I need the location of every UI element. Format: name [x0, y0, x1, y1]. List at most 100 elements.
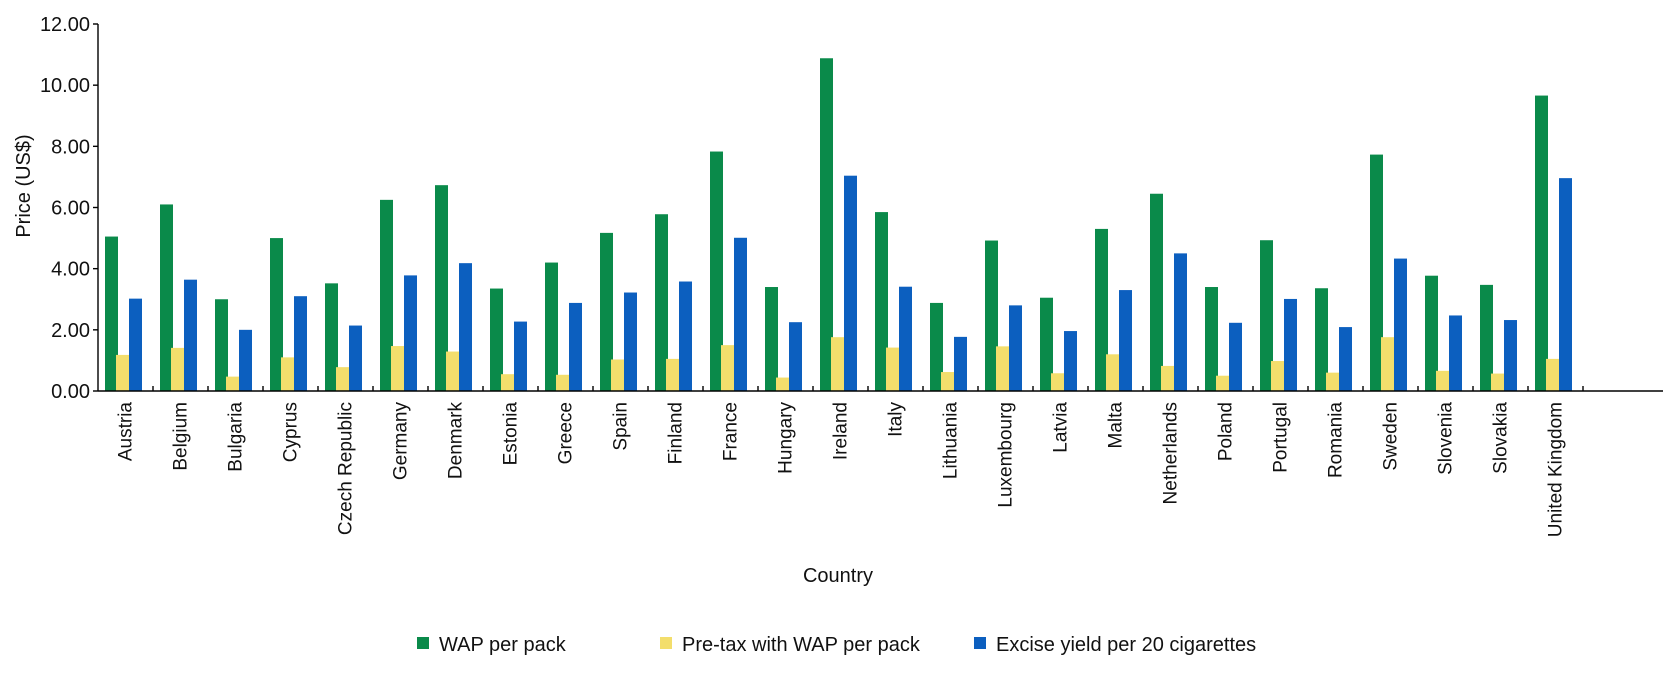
bar-excise-yield-per-20-cigarettes-belgium: [184, 279, 197, 391]
legend-swatch: [660, 637, 672, 649]
bar-pre-tax-with-wap-per-pack-bulgaria: [226, 376, 239, 391]
bar-excise-yield-per-20-cigarettes-netherlands: [1174, 253, 1187, 391]
bar-excise-yield-per-20-cigarettes-slovenia: [1449, 315, 1462, 391]
x-tick-label: Italy: [886, 402, 907, 437]
bar-pre-tax-with-wap-per-pack-lithuania: [941, 372, 954, 391]
x-tick-label: Spain: [611, 402, 632, 451]
legend-label: Excise yield per 20 cigarettes: [996, 634, 1256, 656]
x-tick-label: Luxembourg: [996, 402, 1017, 508]
bar-excise-yield-per-20-cigarettes-hungary: [789, 322, 802, 391]
x-tick-label: Malta: [1106, 402, 1127, 449]
bar-wap-per-pack-sweden: [1370, 154, 1383, 391]
bar-excise-yield-per-20-cigarettes-germany: [404, 275, 417, 391]
bar-excise-yield-per-20-cigarettes-portugal: [1284, 298, 1297, 391]
bar-wap-per-pack-slovakia: [1480, 284, 1493, 391]
x-tick-label: France: [721, 402, 742, 461]
bar-excise-yield-per-20-cigarettes-lithuania: [954, 336, 967, 391]
bar-pre-tax-with-wap-per-pack-slovenia: [1436, 370, 1449, 391]
bar-excise-yield-per-20-cigarettes-romania: [1339, 327, 1352, 391]
legend-label: Pre-tax with WAP per pack: [682, 634, 921, 656]
bar-wap-per-pack-belgium: [160, 204, 173, 391]
y-tick-label: 10.00: [40, 75, 90, 97]
bar-excise-yield-per-20-cigarettes-poland: [1229, 322, 1242, 391]
bar-excise-yield-per-20-cigarettes-cyprus: [294, 296, 307, 391]
bar-pre-tax-with-wap-per-pack-spain: [611, 359, 624, 391]
bar-wap-per-pack-denmark: [435, 185, 448, 391]
x-tick-label: Denmark: [446, 402, 467, 480]
x-tick-label: Ireland: [831, 402, 852, 460]
x-tick-label: Netherlands: [1161, 402, 1182, 504]
bar-wap-per-pack-spain: [600, 232, 613, 391]
x-tick-label: Poland: [1216, 402, 1237, 461]
x-tick-label: Lithuania: [941, 402, 962, 480]
bar-wap-per-pack-austria: [105, 236, 118, 391]
bar-pre-tax-with-wap-per-pack-portugal: [1271, 361, 1284, 391]
bar-excise-yield-per-20-cigarettes-finland: [679, 281, 692, 391]
x-tick-label: Czech Republic: [336, 402, 357, 535]
bar-wap-per-pack-ireland: [820, 58, 833, 392]
bar-pre-tax-with-wap-per-pack-denmark: [446, 351, 459, 391]
bar-pre-tax-with-wap-per-pack-ireland: [831, 337, 844, 391]
bar-pre-tax-with-wap-per-pack-poland: [1216, 375, 1229, 391]
bar-pre-tax-with-wap-per-pack-czech-republic: [336, 367, 349, 391]
x-axis-title: Country: [803, 565, 873, 587]
bar-excise-yield-per-20-cigarettes-luxembourg: [1009, 305, 1022, 391]
bar-wap-per-pack-italy: [875, 212, 888, 391]
x-tick-label: Greece: [556, 402, 577, 464]
bar-excise-yield-per-20-cigarettes-ireland: [844, 175, 857, 391]
x-tick-label: Estonia: [501, 402, 522, 466]
y-tick-label: 8.00: [51, 136, 90, 158]
bar-pre-tax-with-wap-per-pack-netherlands: [1161, 365, 1174, 391]
x-tick-label: Germany: [391, 402, 412, 481]
bar-excise-yield-per-20-cigarettes-italy: [899, 286, 912, 391]
bar-wap-per-pack-latvia: [1040, 297, 1053, 391]
bars-layer: [105, 58, 1572, 392]
bar-wap-per-pack-luxembourg: [985, 240, 998, 391]
bar-wap-per-pack-slovenia: [1425, 275, 1438, 391]
bar-wap-per-pack-netherlands: [1150, 193, 1163, 391]
bar-wap-per-pack-malta: [1095, 228, 1108, 391]
labels-layer: 0.00 2.00 4.00 6.00 8.00 10.00 12.00 Austria Bel…: [13, 14, 1567, 587]
x-tick-label: Belgium: [171, 402, 192, 471]
bar-excise-yield-per-20-cigarettes-austria: [129, 298, 142, 391]
legend-label: WAP per pack: [439, 634, 567, 656]
bar-pre-tax-with-wap-per-pack-germany: [391, 346, 404, 391]
legend-item-pre-tax-with-wap-per-pack: Pre-tax with WAP per pack: [660, 634, 921, 656]
y-tick-label: 2.00: [51, 320, 90, 342]
x-tick-label: Portugal: [1271, 402, 1292, 473]
bar-excise-yield-per-20-cigarettes-czech-republic: [349, 325, 362, 391]
bar-wap-per-pack-lithuania: [930, 302, 943, 391]
x-tick-label: Latvia: [1051, 402, 1072, 453]
x-tick-label: Slovakia: [1491, 402, 1512, 474]
bar-pre-tax-with-wap-per-pack-cyprus: [281, 357, 294, 391]
bar-excise-yield-per-20-cigarettes-spain: [624, 292, 637, 391]
bar-pre-tax-with-wap-per-pack-sweden: [1381, 337, 1394, 391]
bar-wap-per-pack-germany: [380, 199, 393, 391]
y-axis-title: Price (US$): [13, 134, 35, 237]
bar-excise-yield-per-20-cigarettes-slovakia: [1504, 320, 1517, 391]
y-tick-label: 6.00: [51, 198, 90, 220]
x-tick-label: Slovenia: [1436, 402, 1457, 475]
bar-wap-per-pack-bulgaria: [215, 299, 228, 391]
bar-pre-tax-with-wap-per-pack-estonia: [501, 374, 514, 391]
x-tick-label: Sweden: [1381, 402, 1402, 471]
axes-layer: [93, 23, 1663, 392]
bar-pre-tax-with-wap-per-pack-latvia: [1051, 373, 1064, 391]
legend-item-wap-per-pack: WAP per pack: [417, 634, 567, 656]
legend-item-excise-yield-per-20-cigarettes: Excise yield per 20 cigarettes: [974, 634, 1256, 656]
bar-excise-yield-per-20-cigarettes-united-kingdom: [1559, 178, 1572, 391]
bar-excise-yield-per-20-cigarettes-bulgaria: [239, 329, 252, 391]
bar-excise-yield-per-20-cigarettes-denmark: [459, 263, 472, 391]
bar-excise-yield-per-20-cigarettes-malta: [1119, 290, 1132, 391]
x-tick-label: Bulgaria: [226, 402, 247, 472]
x-tick-label: United Kingdom: [1546, 402, 1567, 537]
bar-wap-per-pack-france: [710, 151, 723, 391]
y-tick-label: 12.00: [40, 14, 90, 36]
legend-swatch: [417, 637, 429, 649]
x-tick-label: Hungary: [776, 402, 797, 474]
bar-pre-tax-with-wap-per-pack-austria: [116, 354, 129, 391]
bar-wap-per-pack-poland: [1205, 287, 1218, 391]
bar-pre-tax-with-wap-per-pack-finland: [666, 358, 679, 391]
